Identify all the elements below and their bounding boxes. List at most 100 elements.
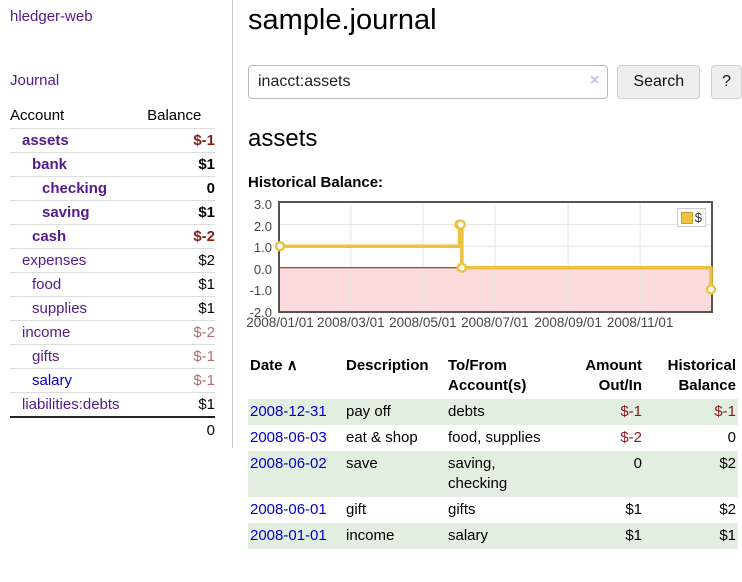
search-form: × Search ? <box>248 65 742 99</box>
series-color-swatch <box>680 211 693 224</box>
x-tick-label: 2008/01/01 <box>246 315 314 330</box>
register-amount: $1 <box>625 501 642 518</box>
sidebar-account-link[interactable]: supplies <box>32 300 88 317</box>
sidebar-account-link[interactable]: income <box>22 324 71 341</box>
register-header-date-label: Date <box>250 357 283 374</box>
sidebar-account-balance: $1 <box>147 152 215 177</box>
sidebar-account-balance: $1 <box>147 392 215 417</box>
register-tbody: 2008-12-31 pay off debts $-1 $-1 2008-06-03 ea… <box>248 399 738 549</box>
register-balance: $1 <box>719 527 736 544</box>
register-table: Date ∧ Description To/From Account(s) Am… <box>248 353 738 549</box>
search-input[interactable] <box>248 65 609 99</box>
register-accounts: food, supplies <box>448 429 541 446</box>
register-row: 2008-06-02 save saving, checking 0 $2 <box>248 451 738 497</box>
chart-legend: $ <box>676 208 706 227</box>
x-tick-label: 2008/05/01 <box>389 315 457 330</box>
account-row: assets $-1 <box>10 128 215 153</box>
sidebar-account-link[interactable]: expenses <box>22 252 87 269</box>
chart-title: Historical Balance: <box>248 174 384 191</box>
help-button[interactable]: ? <box>711 65 742 99</box>
sidebar-account-link[interactable]: saving <box>42 204 90 221</box>
sidebar-account-balance: $-2 <box>147 224 215 249</box>
account-row: liabilities:debts $1 <box>10 392 215 417</box>
sidebar-account-balance: $-1 <box>147 368 215 393</box>
register-amount: $1 <box>625 527 642 544</box>
register-header-row: Date ∧ Description To/From Account(s) Am… <box>248 353 738 399</box>
sidebar-account-balance: $1 <box>147 200 215 225</box>
account-row: supplies $1 <box>10 296 215 321</box>
register-description: pay off <box>346 403 391 420</box>
main-content: sample.journal × Search ? assets Histori… <box>234 0 742 549</box>
register-accounts: gifts <box>448 501 476 518</box>
register-amount: $-2 <box>620 429 642 446</box>
register-header-amount: Amount Out/In <box>585 357 642 394</box>
y-tick-label: 2.0 <box>253 218 272 234</box>
sidebar-account-balance: $-2 <box>147 320 215 345</box>
register-date-link[interactable]: 2008-01-01 <box>250 527 327 544</box>
register-accounts: debts <box>448 403 485 420</box>
accounts-header-balance: Balance <box>147 107 202 124</box>
sidebar-account-balance: $1 <box>147 296 215 321</box>
sidebar-account-balance: $-1 <box>147 344 215 369</box>
sort-ascending-icon: ∧ <box>286 357 298 374</box>
page-title: sample.journal <box>248 4 437 36</box>
y-tick-label: 0.0 <box>253 261 272 277</box>
register-date-link[interactable]: 2008-06-02 <box>250 455 327 472</box>
clear-search-icon[interactable]: × <box>590 72 600 89</box>
x-tick-label: 2008/11/01 <box>606 315 674 330</box>
register-header-date[interactable]: Date ∧ <box>248 353 344 399</box>
x-tick-label: 2008/03/01 <box>317 315 385 330</box>
accounts-total-row: 0 <box>10 416 215 443</box>
register-row: 2008-01-01 income salary $1 $1 <box>248 523 738 549</box>
sidebar-account-link[interactable]: gifts <box>32 348 60 365</box>
sidebar-account-link[interactable]: food <box>32 276 62 293</box>
sidebar-account-link[interactable]: assets <box>22 132 69 149</box>
x-tick-label: 2008/07/01 <box>461 315 529 330</box>
sidebar-account-balance: $-1 <box>147 128 215 153</box>
legend-label: $ <box>694 210 702 225</box>
register-amount: 0 <box>633 455 642 472</box>
sidebar-account-balance: 0 <box>147 176 215 201</box>
sidebar-account-balance: $1 <box>147 272 215 297</box>
chart-x-axis: 2008/01/01 2008/03/01 2008/05/01 2008/07/01… <box>246 315 742 332</box>
account-row: expenses $2 <box>10 248 215 273</box>
sidebar-item-journal[interactable]: Journal <box>10 72 60 89</box>
y-tick-label: 3.0 <box>253 197 272 212</box>
register-balance: $2 <box>719 455 736 472</box>
register-amount: $-1 <box>620 403 642 420</box>
account-heading: assets <box>248 125 318 152</box>
register-row: 2008-06-01 gift gifts $1 $2 <box>248 497 738 523</box>
account-row: bank $1 <box>10 152 215 177</box>
chart-canvas <box>274 203 717 311</box>
register-description: eat & shop <box>346 429 418 446</box>
y-tick-label: -2.0 <box>249 305 272 320</box>
sidebar: hledger-web Journal Account Balance asse… <box>0 0 233 448</box>
register-accounts: saving, checking <box>448 455 508 492</box>
sidebar-account-link[interactable]: liabilities:debts <box>22 396 120 413</box>
brand-link[interactable]: hledger-web <box>10 8 93 25</box>
sidebar-account-link[interactable]: cash <box>32 228 67 245</box>
accounts-table: Account Balance assets $-1 bank $1 checking 0… <box>10 105 215 443</box>
sidebar-account-link[interactable]: salary <box>32 372 73 389</box>
register-balance: $-1 <box>714 403 736 420</box>
accounts-total-value: 0 <box>147 416 215 443</box>
accounts-header-row: Account Balance <box>10 105 215 129</box>
register-date-link[interactable]: 2008-06-03 <box>250 429 327 446</box>
chart-y-axis: 3.0 2.0 1.0 0.0 -1.0 -2.0 <box>248 197 278 320</box>
register-date-link[interactable]: 2008-12-31 <box>250 403 327 420</box>
account-row: checking 0 <box>10 176 215 201</box>
account-row: salary $-1 <box>10 368 215 393</box>
account-row: saving $1 <box>10 200 215 225</box>
sidebar-account-link[interactable]: checking <box>42 180 108 197</box>
register-date-link[interactable]: 2008-06-01 <box>250 501 327 518</box>
y-tick-label: -1.0 <box>249 283 272 299</box>
sidebar-account-balance: $2 <box>147 248 215 273</box>
register-description: income <box>346 527 395 544</box>
search-button[interactable]: Search <box>617 65 701 99</box>
register-header-account: To/From Account(s) <box>448 357 527 394</box>
x-tick-label: 2008/09/01 <box>534 315 602 330</box>
register-accounts: salary <box>448 527 489 544</box>
sidebar-account-link[interactable]: bank <box>32 156 68 173</box>
register-balance: $2 <box>719 501 736 518</box>
